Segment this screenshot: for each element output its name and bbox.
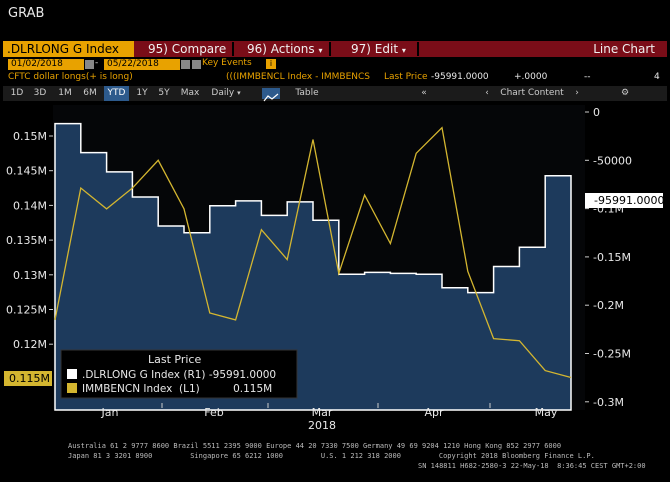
count-value: 4	[654, 72, 660, 82]
chevron-down-icon: ▾	[318, 46, 323, 55]
chart-content-button[interactable]: Chart Content	[500, 88, 564, 98]
chevron-right-icon[interactable]: ›	[575, 88, 579, 98]
footer-contacts-line2: Japan 81 3 3201 8900 Singapore 65 6212 1…	[68, 452, 595, 460]
right-axis-tick-label: -50000	[593, 154, 632, 167]
period-1y[interactable]: 1Y	[136, 88, 148, 98]
period-6m[interactable]: 6M	[83, 88, 97, 98]
left-axis-tick-label: 0.145M	[6, 165, 47, 178]
divider	[417, 42, 419, 56]
frequency-value: Daily	[211, 88, 235, 98]
chart-type-label[interactable]: Line Chart	[593, 42, 655, 56]
divider	[232, 42, 234, 56]
edit-menu-number: 97)	[351, 42, 371, 56]
frequency-select[interactable]: Daily ▾	[208, 86, 244, 101]
right-axis-tick-label: -0.3M	[593, 396, 624, 409]
divider	[329, 42, 331, 56]
legend-title: Last Price	[148, 353, 201, 366]
x-axis-tick-label: May	[535, 406, 558, 419]
last-price-value: -95991.0000	[431, 72, 489, 82]
line-chart-icon[interactable]	[262, 88, 280, 102]
left-last-value-tag: 0.115M	[4, 371, 52, 386]
actions-menu-number: 96)	[247, 42, 267, 56]
table-button[interactable]: Table	[295, 88, 319, 98]
left-axis-tick-label: 0.135M	[6, 234, 47, 247]
chevron-down-icon: ▾	[401, 46, 406, 55]
key-events-label: Key Events	[202, 58, 252, 68]
calendar-icon[interactable]	[85, 60, 94, 69]
command-bar: .DLRLONG G Index 95) Compare 96) Actions…	[3, 41, 667, 57]
compare-menu[interactable]: 95) Compare	[148, 41, 226, 57]
calendar-icon[interactable]	[181, 60, 190, 69]
left-axis-tick-label: 0.13M	[13, 269, 47, 282]
change-percent: --	[584, 72, 591, 82]
gear-icon[interactable]: ⚙	[620, 88, 630, 98]
period-ytd[interactable]: YTD	[104, 86, 129, 101]
double-chevron-left-icon[interactable]: «	[421, 88, 427, 98]
edit-menu[interactable]: 97) Edit ▾	[351, 41, 406, 57]
period-3d[interactable]: 3D	[33, 88, 47, 98]
info-icon[interactable]: i	[266, 59, 276, 69]
right-last-value-tag: -95991.0000	[585, 193, 664, 208]
legend-item-immbencn: IMMBENCN Index (L1) 0.115M	[82, 383, 272, 395]
legend-box	[60, 349, 298, 399]
edit-menu-label: Edit	[374, 42, 399, 56]
period-1d[interactable]: 1D	[10, 88, 24, 98]
left-last-value-text: 0.115M	[9, 372, 50, 385]
period-max[interactable]: Max	[180, 88, 200, 98]
right-last-value-text: -95991.0000	[594, 194, 664, 207]
series1-description: CFTC dollar longs(+ is long)	[8, 72, 133, 82]
x-axis-tick-label: Feb	[204, 406, 223, 419]
chevron-left-icon[interactable]: ‹	[485, 88, 489, 98]
right-axis-tick-label: -0.25M	[593, 348, 631, 361]
compare-menu-number: 95)	[148, 42, 168, 56]
chevron-down-icon: ▾	[237, 89, 241, 97]
change-value: +.0000	[514, 72, 548, 82]
legend-swatch-immbencn	[67, 383, 77, 393]
footer-session-info: SN 148811 H682-2580-3 22-May-18 8:36:45 …	[418, 462, 646, 470]
line-chart: 0.15M 0.145M 0.14M 0.135M 0.13M 0.125M 0.12M 0…	[4, 105, 664, 432]
actions-menu[interactable]: 96) Actions ▾	[247, 41, 322, 57]
start-date-field[interactable]: 01/02/2018	[8, 59, 84, 70]
right-axis-tick-label: -0.15M	[593, 251, 631, 264]
x-axis-tick-label: Jan	[101, 406, 119, 419]
last-price-label: Last Price	[384, 72, 428, 82]
right-axis-tick-label: -0.2M	[593, 299, 624, 312]
right-axis: 0-50000-0.1M-0.15M-0.2M-0.25M-0.3M	[585, 106, 632, 409]
right-axis-tick-label: 0	[593, 106, 600, 119]
legend-swatch-dlrlong	[67, 369, 77, 379]
period-1m[interactable]: 1M	[58, 88, 72, 98]
actions-menu-label: Actions	[270, 42, 315, 56]
left-axis-tick-label: 0.12M	[13, 338, 47, 351]
compare-menu-label: Compare	[171, 42, 227, 56]
left-axis-tick-label: 0.14M	[13, 199, 47, 212]
end-date-field[interactable]: 05/22/2018	[104, 59, 180, 70]
footer-contacts-line1: Australia 61 2 9777 8600 Brazil 5511 239…	[68, 442, 562, 450]
ticker-field[interactable]: .DLRLONG G Index	[3, 41, 134, 57]
app-title: GRAB	[8, 6, 45, 21]
x-axis-year-label: 2018	[308, 419, 336, 432]
left-axis: 0.15M 0.145M 0.14M 0.135M 0.13M 0.125M 0.12M	[6, 130, 53, 351]
period-toolbar	[3, 86, 667, 101]
x-axis: Jan Feb Mar Apr May 2018	[101, 403, 558, 432]
series2-description: (((IMMBENCL Index - IMMBENCS	[226, 72, 370, 82]
immbencn-line	[54, 126, 572, 379]
left-axis-tick-label: 0.15M	[13, 130, 47, 143]
line-chart-glyph	[263, 93, 279, 102]
legend: Last Price .DLRLONG G Index (R1) -95991.…	[60, 349, 298, 399]
x-axis-tick-label: Mar	[312, 406, 333, 419]
dlrlong-area	[54, 122, 572, 411]
period-5y[interactable]: 5Y	[158, 88, 170, 98]
key-events-checkbox[interactable]	[192, 60, 201, 69]
legend-item-dlrlong: .DLRLONG G Index (R1) -95991.0000	[82, 369, 276, 381]
left-axis-tick-label: 0.125M	[6, 304, 47, 317]
x-axis-tick-label: Apr	[424, 406, 444, 419]
date-separator: -	[95, 58, 99, 68]
